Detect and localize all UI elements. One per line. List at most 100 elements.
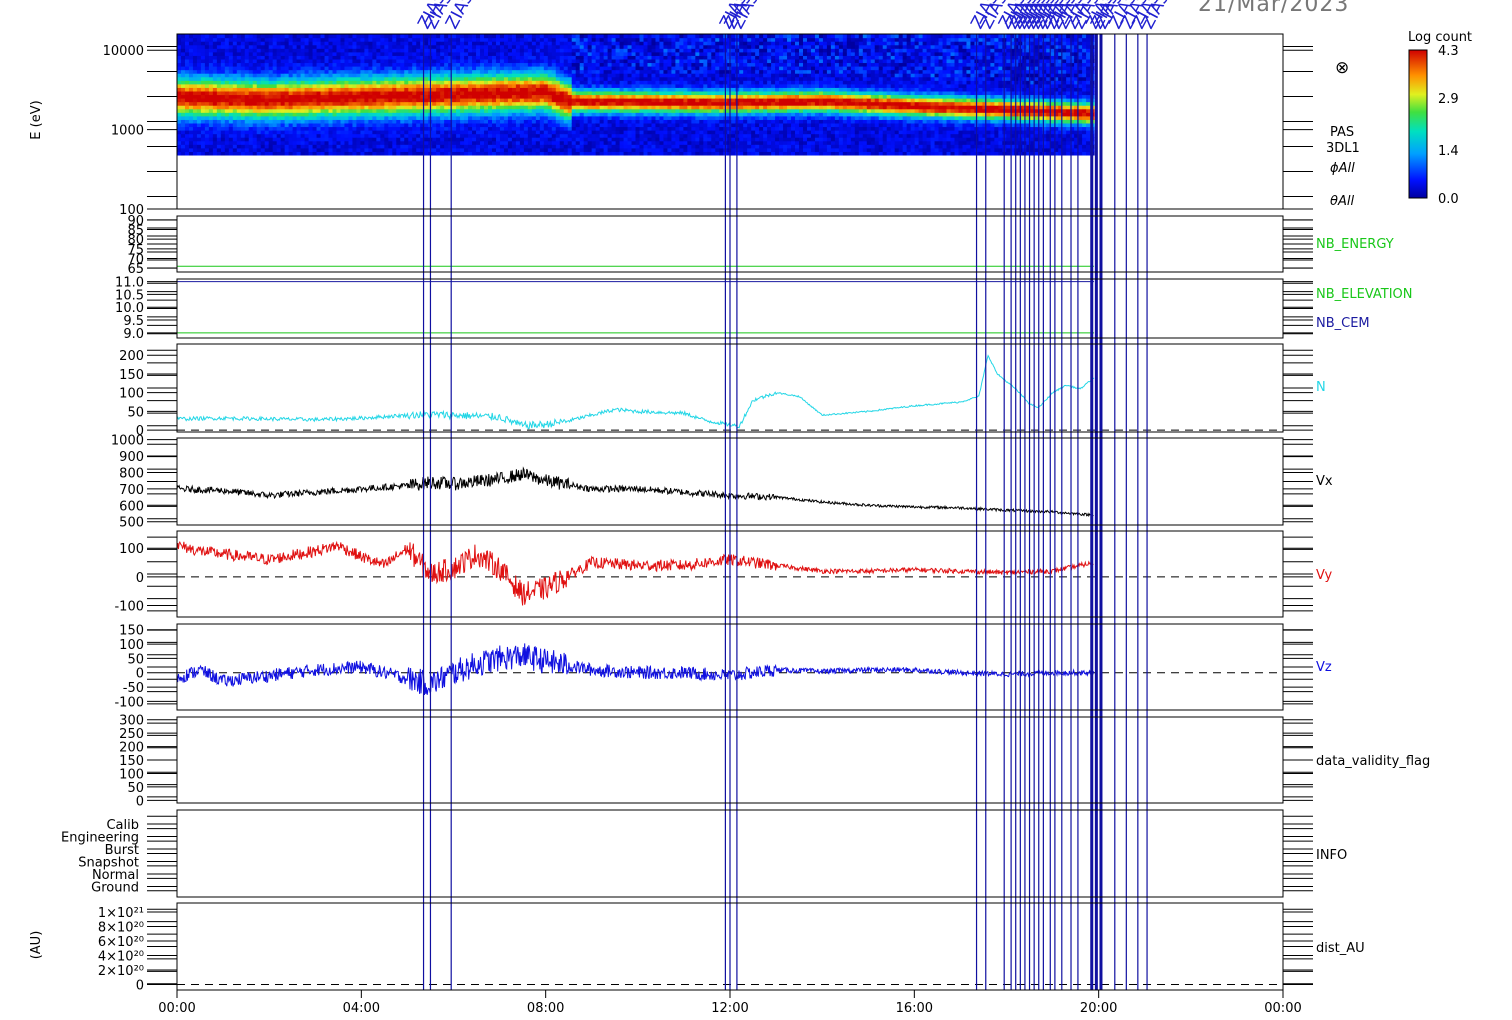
spectrogram-cell bbox=[184, 140, 190, 145]
spectrogram-cell bbox=[436, 133, 441, 138]
spectrogram-cell bbox=[212, 55, 218, 60]
spectrogram-cell bbox=[200, 94, 206, 99]
spectrogram-cell bbox=[400, 51, 405, 56]
spectrogram-cell bbox=[743, 147, 748, 152]
spectrogram-cell bbox=[691, 151, 696, 156]
spectrogram-cell bbox=[595, 48, 601, 53]
spectrogram-cell bbox=[707, 144, 712, 149]
spectrogram-cell bbox=[356, 144, 362, 149]
spectrogram-cell bbox=[631, 83, 637, 88]
spectrogram-cell bbox=[364, 51, 369, 56]
spectrogram-cell bbox=[244, 62, 250, 67]
spectrogram-cell bbox=[711, 83, 716, 88]
spectrogram-cell bbox=[188, 66, 194, 71]
spectrogram-cell bbox=[743, 112, 748, 117]
spectrogram-cell bbox=[192, 76, 198, 81]
spectrogram-cell bbox=[575, 115, 581, 120]
spectrogram-cell bbox=[543, 87, 549, 92]
spectrogram-cell bbox=[268, 62, 274, 67]
spectrogram-cell bbox=[424, 55, 429, 60]
spectrogram-cell bbox=[248, 66, 254, 71]
spectrogram-cell bbox=[312, 130, 318, 135]
spectrogram-cell bbox=[404, 130, 409, 135]
spectrogram-cell bbox=[216, 98, 222, 103]
spectrogram-cell bbox=[651, 133, 657, 138]
spectrogram-cell bbox=[240, 51, 246, 56]
spectrogram-cell bbox=[252, 55, 258, 60]
spectrogram-cell bbox=[464, 101, 469, 106]
spectrogram-cell bbox=[436, 130, 441, 135]
spectrogram-cell bbox=[184, 44, 190, 49]
spectrogram-cell bbox=[316, 147, 322, 152]
spectrogram-cell bbox=[388, 133, 393, 138]
spectrogram-cell bbox=[523, 119, 529, 124]
spectrogram-cell bbox=[488, 66, 493, 71]
spectrogram-cell bbox=[464, 126, 469, 131]
spectrogram-cell bbox=[715, 108, 720, 113]
spectrogram-cell bbox=[731, 76, 736, 81]
spectrogram-cell bbox=[623, 140, 629, 145]
spectrogram-cell bbox=[579, 133, 585, 138]
spectrogram-cell bbox=[731, 87, 736, 92]
spectrogram-cell bbox=[671, 94, 677, 99]
spectrogram-cell bbox=[651, 137, 657, 142]
spectrogram-cell bbox=[368, 108, 373, 113]
spectrogram-cell bbox=[575, 41, 581, 46]
spectrogram-cell bbox=[344, 48, 350, 53]
spectrogram-cell bbox=[743, 122, 748, 128]
spectrogram-cell bbox=[248, 122, 254, 128]
spectrogram-cell bbox=[667, 94, 673, 99]
spectrogram-cell bbox=[432, 34, 437, 39]
spectrogram-cell bbox=[627, 98, 633, 103]
spectrogram-cell bbox=[571, 48, 577, 53]
spectrogram-cell bbox=[408, 105, 413, 110]
spectrogram-cell bbox=[260, 94, 266, 99]
spectrogram-cell bbox=[707, 108, 712, 113]
spectrogram-cell bbox=[671, 66, 677, 71]
spectrogram-cell bbox=[220, 94, 226, 99]
spectrogram-cell bbox=[224, 80, 230, 85]
spectrogram-cell bbox=[739, 55, 744, 60]
spectrogram-cell bbox=[460, 76, 465, 81]
spectrogram-cell bbox=[188, 37, 194, 42]
spectrogram-cell bbox=[404, 41, 409, 46]
spectrogram-cell bbox=[491, 73, 497, 78]
spectrogram-cell bbox=[563, 76, 569, 81]
spectrogram-cell bbox=[551, 51, 557, 56]
spectrogram-cell bbox=[208, 55, 214, 60]
spectrogram-cell bbox=[212, 41, 218, 46]
spectrogram-cell bbox=[456, 137, 461, 142]
spectrogram-cell bbox=[216, 58, 222, 64]
spectrogram-cell bbox=[252, 76, 258, 81]
spectrogram-cell bbox=[488, 94, 493, 99]
spectrogram-cell bbox=[312, 94, 318, 99]
spectrogram-cell bbox=[472, 62, 477, 67]
spectrogram-cell bbox=[264, 112, 270, 117]
spectrogram-cell bbox=[204, 80, 210, 85]
spectrogram-cell bbox=[212, 94, 218, 99]
spectrogram-cell bbox=[571, 151, 577, 156]
spectrogram-cell bbox=[607, 137, 613, 142]
spectrogram-cell bbox=[535, 105, 541, 110]
spectrogram-cell bbox=[456, 108, 461, 113]
spectrogram-cell bbox=[579, 151, 585, 156]
spectrogram-cell bbox=[607, 62, 613, 67]
spectrogram-cell bbox=[715, 55, 720, 60]
spectrogram-cell bbox=[440, 73, 445, 78]
spectrogram-cell bbox=[695, 133, 700, 138]
spectrogram-cell bbox=[476, 144, 481, 149]
spectrogram-cell bbox=[667, 66, 673, 71]
spectrogram-cell bbox=[519, 69, 525, 74]
spectrogram-cell bbox=[460, 58, 465, 64]
spectrogram-cell bbox=[296, 51, 302, 56]
spectrogram-cell bbox=[595, 119, 601, 124]
spectrogram-cell bbox=[511, 112, 517, 117]
spectrogram-cell bbox=[627, 130, 633, 135]
spectrogram-cell bbox=[436, 119, 441, 124]
spectrogram-cell bbox=[476, 83, 481, 88]
spectrogram-cell bbox=[412, 69, 417, 74]
spectrogram-cell bbox=[388, 62, 393, 67]
spectrogram-cell bbox=[356, 41, 362, 46]
spectrogram-cell bbox=[252, 90, 258, 96]
spectrogram-cell bbox=[360, 147, 365, 152]
